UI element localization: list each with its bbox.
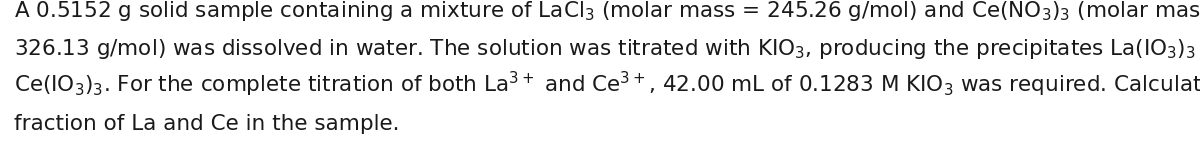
Text: fraction of La and Ce in the sample.: fraction of La and Ce in the sample. (14, 114, 400, 134)
Text: A 0.5152 g solid sample containing a mixture of LaCl$_3$ (molar mass = 245.26 g/: A 0.5152 g solid sample containing a mix… (14, 0, 1200, 23)
Text: 326.13 g/mol) was dissolved in water. The solution was titrated with KIO$_3$, pr: 326.13 g/mol) was dissolved in water. Th… (14, 37, 1200, 61)
Text: Ce(IO$_3$)$_3$. For the complete titration of both La$^{3+}$ and Ce$^{3+}$, 42.0: Ce(IO$_3$)$_3$. For the complete titrati… (14, 70, 1200, 99)
